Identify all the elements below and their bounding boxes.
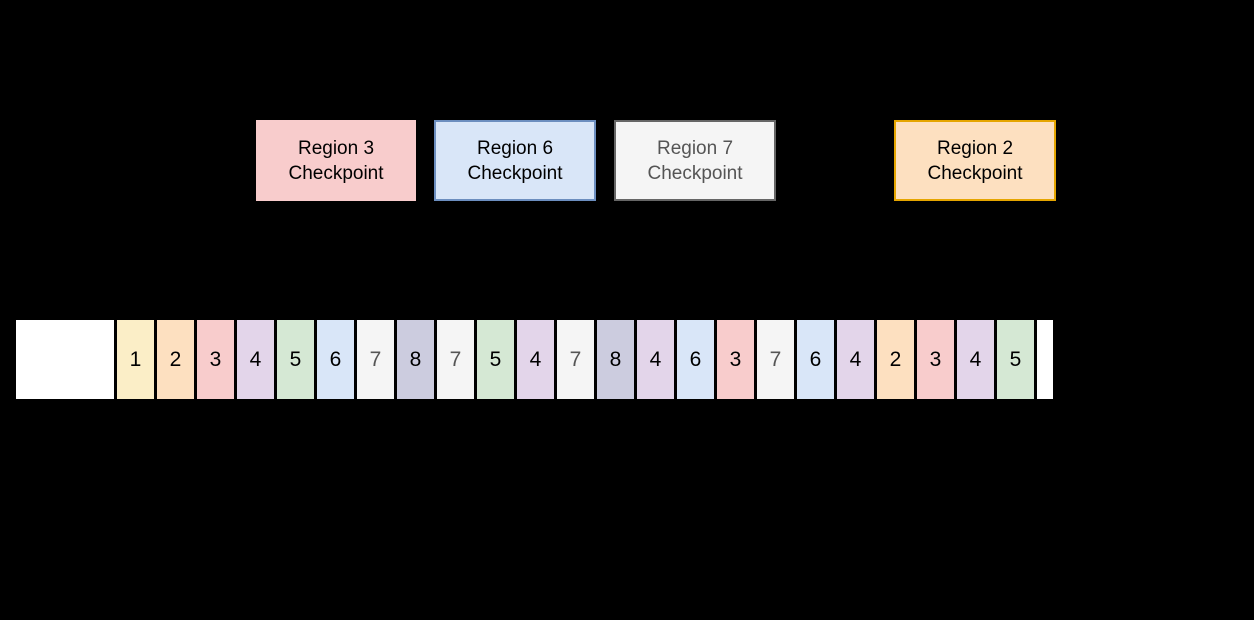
checkpoint-subtitle-label: Checkpoint [647,162,743,184]
sequence-cell[interactable]: 2 [155,320,195,399]
sequence-cell[interactable]: 5 [275,320,315,399]
checkpoint-region-label: Region 7 [656,137,734,159]
sequence-cell[interactable]: 5 [995,320,1035,399]
sequence-cell[interactable]: 4 [635,320,675,399]
sequence-cell[interactable]: 5 [475,320,515,399]
sequence-cell[interactable]: 3 [715,320,755,399]
region-7-checkpoint[interactable]: Region 7 Checkpoint [614,120,776,201]
sequence-cell[interactable]: 7 [755,320,795,399]
sequence-cell[interactable]: 4 [835,320,875,399]
sequence-cell-blank[interactable] [16,320,115,399]
sequence-cell[interactable]: 8 [595,320,635,399]
checkpoint-region-label: Region 3 [297,137,375,159]
sequence-cell[interactable]: 4 [235,320,275,399]
checkpoint-row: Region 3 Checkpoint Region 6 Checkpoint Regi… [0,120,1254,202]
sequence-cell[interactable]: 6 [675,320,715,399]
sequence-cell[interactable]: 4 [955,320,995,399]
sequence-cell[interactable]: 1 [115,320,155,399]
sequence-cell[interactable]: 4 [515,320,555,399]
region-3-checkpoint[interactable]: Region 3 Checkpoint [256,120,416,201]
sequence-cell[interactable]: 2 [875,320,915,399]
sequence-cell[interactable]: 7 [435,320,475,399]
sequence-cell[interactable]: 6 [795,320,835,399]
region-2-checkpoint[interactable]: Region 2 Checkpoint [894,120,1056,201]
sequence-cell[interactable]: 3 [195,320,235,399]
sequence-cell[interactable]: 8 [395,320,435,399]
checkpoint-region-label: Region 2 [936,137,1014,159]
checkpoint-region-label: Region 6 [476,137,554,159]
checkpoint-subtitle-label: Checkpoint [288,162,384,184]
checkpoint-subtitle-label: Checkpoint [467,162,563,184]
sequence-cell[interactable]: 7 [355,320,395,399]
sequence-cell[interactable]: 3 [915,320,955,399]
checkpoint-subtitle-label: Checkpoint [927,162,1023,184]
sequence-cell[interactable]: 6 [315,320,355,399]
sequence-cell[interactable]: 7 [555,320,595,399]
sequence-cell-blank[interactable] [1035,320,1054,399]
region-6-checkpoint[interactable]: Region 6 Checkpoint [434,120,596,201]
